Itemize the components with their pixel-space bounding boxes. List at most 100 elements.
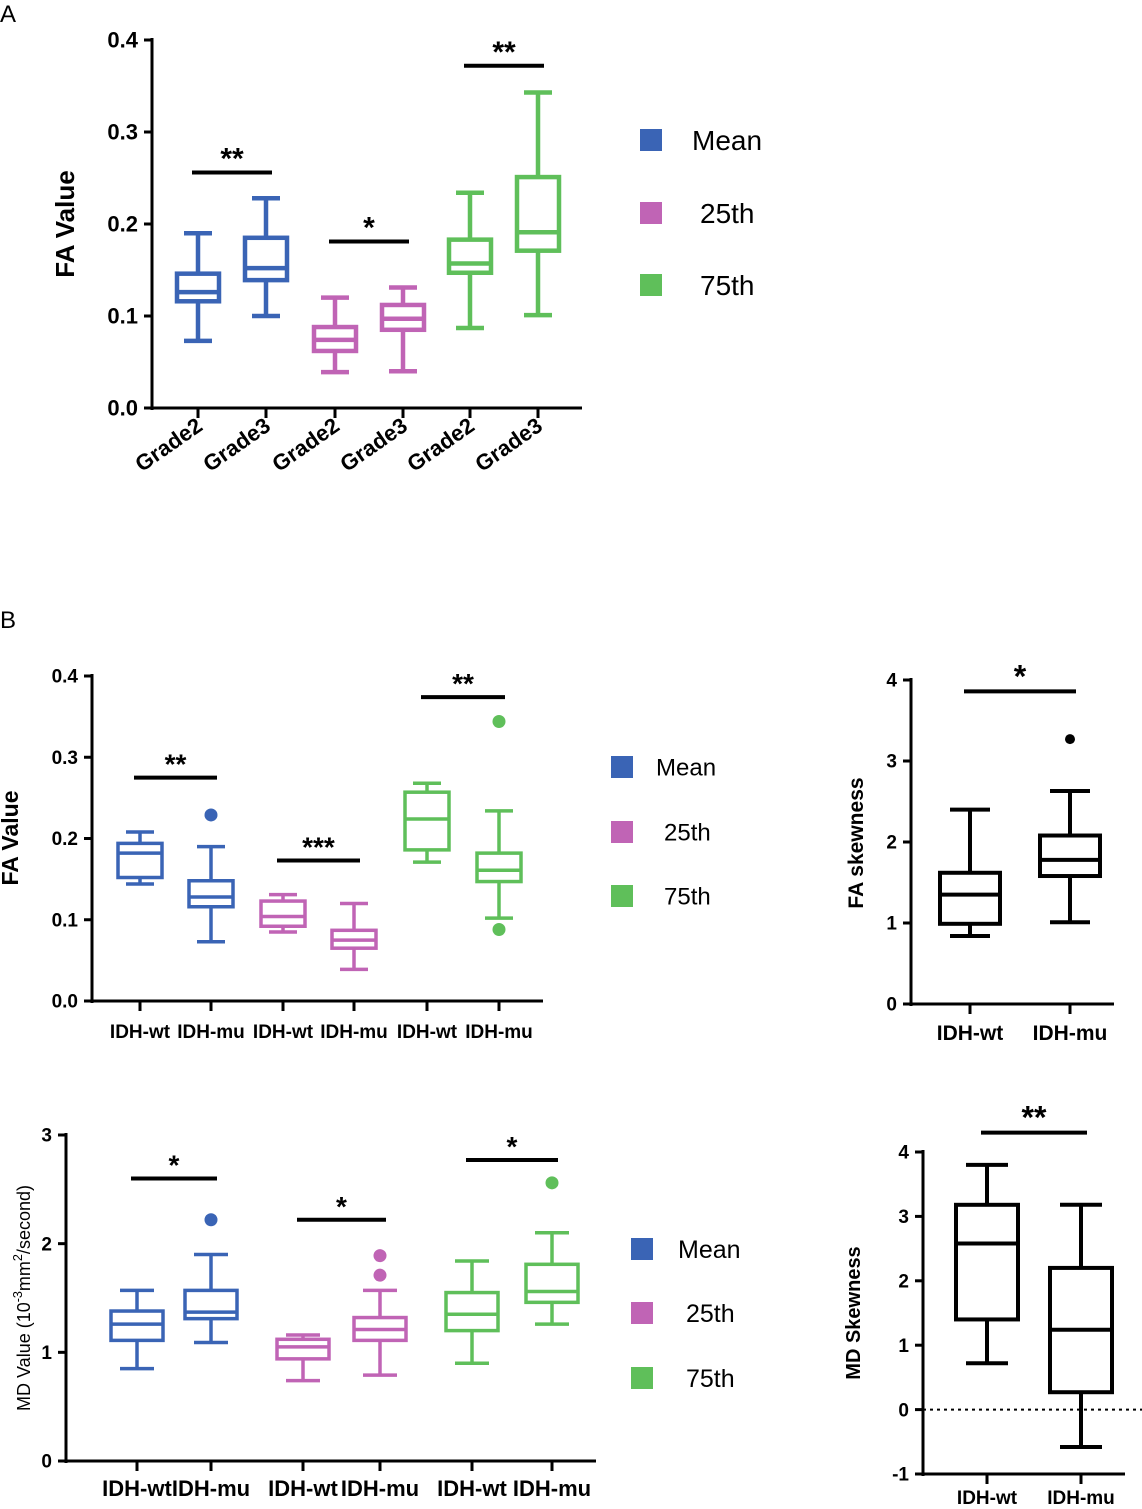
legend-swatch-25th (611, 821, 633, 843)
y-axis-label: FA skewness (845, 777, 868, 908)
y-tick-label: 0.0 (52, 992, 78, 1013)
legend-label: 25th (686, 1300, 735, 1328)
iqr-box (116, 841, 164, 880)
iqr-box (954, 1202, 1020, 1322)
iqr-box (187, 879, 235, 909)
legend-label: 75th (686, 1365, 735, 1393)
x-category-label: Grade3 (470, 413, 546, 477)
y-tick-label: 3 (898, 1207, 909, 1228)
iqr-box (938, 870, 1002, 926)
y-tick-label: 3 (886, 752, 897, 773)
iqr-box (403, 790, 451, 852)
legend-label: 25th (664, 820, 711, 847)
y-tick-label: 4 (886, 671, 897, 692)
y-tick-label: 0.1 (52, 910, 79, 931)
legend-label: 75th (700, 270, 755, 301)
significance-label: *** (302, 831, 335, 862)
box-mean-grade2 (174, 230, 222, 344)
box-mean-idh-mu (187, 808, 235, 944)
box-mean-idh-wt (116, 830, 164, 886)
y-tick-label: 2 (898, 1271, 909, 1292)
box-25th-grade3 (379, 285, 427, 374)
significance-label: ** (165, 749, 187, 780)
y-axis-label-part: 2 (11, 1254, 25, 1261)
significance-label: ** (220, 142, 244, 175)
y-tick-label: -1 (892, 1465, 909, 1486)
y-axis-label: FA Value (0, 790, 23, 885)
panel-label-a: A (0, 1, 16, 28)
legend-label: 75th (664, 884, 711, 911)
legend-swatch-75th (631, 1367, 653, 1389)
box-25th-idh-mu (352, 1249, 408, 1377)
iqr-box (174, 271, 222, 304)
x-category-label: Grade2 (267, 413, 343, 477)
x-category-label: IDH-wt (937, 1022, 1004, 1045)
y-tick-label: 0 (898, 1400, 909, 1421)
iqr-box (475, 851, 523, 884)
significance-label: * (507, 1131, 518, 1162)
box-75th-idh-wt (444, 1259, 500, 1365)
x-category-label: IDH-mu (513, 1476, 591, 1501)
y-tick-label: 0.0 (107, 396, 138, 421)
chart-b-fa-idh: 0.0 0.1 0.2 0.3 0.4 FA Value IDH-wt IDH-mu IDH-w… (0, 667, 716, 1043)
significance-label: * (363, 211, 375, 244)
box-25th-idh-wt (259, 892, 307, 934)
outlier-point (545, 1176, 559, 1190)
legend-label: Mean (656, 755, 716, 782)
significance-label: * (1014, 658, 1027, 694)
x-category-label: IDH-wt (268, 1476, 338, 1501)
x-category-label: Grade2 (130, 413, 206, 477)
x-category-label: Grade3 (335, 413, 411, 477)
y-tick-label: 1 (898, 1336, 909, 1357)
box-75th-idh-mu (524, 1176, 580, 1326)
x-category-label: IDH-wt (397, 1022, 458, 1043)
significance-label: * (169, 1149, 180, 1180)
iqr-box (444, 1290, 500, 1333)
x-category-label: IDH-wt (102, 1476, 172, 1501)
y-axis-label: MD Skewness (843, 1246, 865, 1379)
x-category-label: Grade3 (198, 413, 274, 477)
x-category-label: IDH-mu (177, 1022, 245, 1043)
y-tick-label: 0 (886, 995, 897, 1016)
x-category-label: Grade2 (402, 413, 478, 477)
iqr-box (446, 237, 494, 276)
legend-swatch-75th (640, 274, 662, 296)
y-axis-label-part: MD Value (10 (14, 1302, 34, 1411)
iqr-box (514, 174, 562, 253)
outlier-point (492, 923, 506, 936)
x-category-label: IDH-mu (1047, 1488, 1115, 1509)
box-75th-grade2 (446, 190, 494, 331)
significance-label: ** (452, 668, 474, 699)
box-black-idh-mu (1048, 1202, 1114, 1449)
y-tick-label: 0.2 (107, 212, 138, 237)
y-tick-label: 0.1 (107, 304, 138, 329)
iqr-box (1038, 833, 1102, 879)
y-axis-label-part: mm (14, 1261, 34, 1291)
x-category-label: IDH-mu (465, 1022, 533, 1043)
chart-b-md-skewness: -1 0 1 2 3 4 MD Skewness IDH-wt IDH-mu ** (843, 1100, 1142, 1509)
significance-label: ** (492, 36, 516, 69)
legend-swatch-mean (631, 1238, 653, 1260)
x-category-label: IDH-wt (110, 1022, 171, 1043)
legend-label: Mean (692, 125, 762, 156)
y-axis-label: MD Value (10-3mm2/second) (11, 1185, 34, 1411)
x-category-label: IDH-mu (172, 1476, 250, 1501)
box-25th-idh-mu (330, 901, 378, 972)
y-tick-label: 0.4 (52, 667, 79, 688)
box-mean-idh-mu (183, 1213, 239, 1345)
panel-label-b: B (0, 607, 16, 634)
x-category-label: IDH-wt (437, 1476, 507, 1501)
iqr-box (242, 235, 290, 283)
iqr-box (183, 1288, 239, 1321)
box-black-idh-wt (938, 807, 1002, 938)
legend-swatch-75th (611, 885, 633, 907)
y-axis-label-part: -3 (11, 1291, 25, 1302)
legend-swatch-mean (640, 129, 662, 151)
legend-swatch-mean (611, 756, 633, 778)
iqr-box (524, 1262, 580, 1305)
y-tick-label: 0.4 (107, 28, 138, 53)
box-75th-grade3 (514, 90, 562, 318)
y-tick-label: 3 (41, 1126, 52, 1147)
